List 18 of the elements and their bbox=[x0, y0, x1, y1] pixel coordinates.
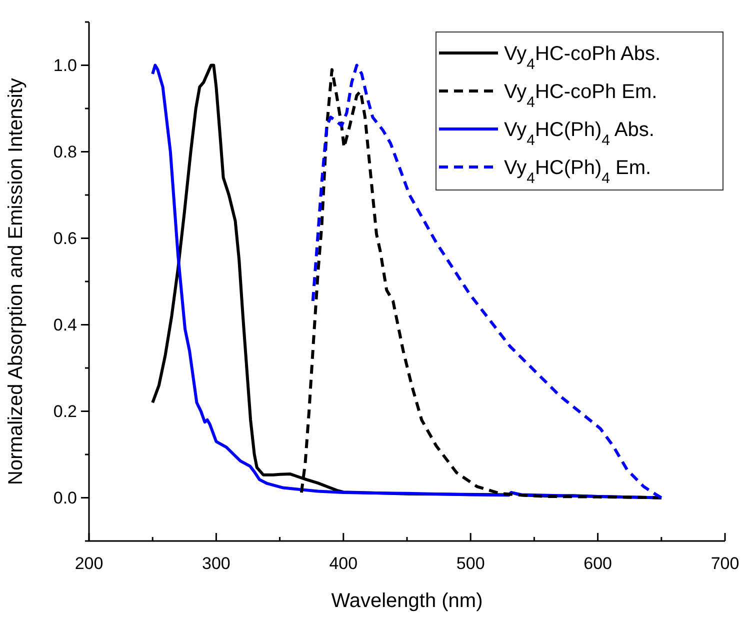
x-tick-label: 500 bbox=[456, 554, 485, 573]
y-tick-label: 0.8 bbox=[53, 142, 77, 162]
y-axis-title: Normalized Absorption and Emission Intensity bbox=[5, 78, 27, 485]
legend-label: Vy$_{4}$HC(Ph)$_{4}$ Abs. bbox=[504, 119, 654, 148]
y-tick-label: 0.2 bbox=[53, 402, 77, 422]
legend-label: Vy$_{4}$HC(Ph)$_{4}$ Em. bbox=[504, 157, 652, 186]
x-tick-label: 600 bbox=[584, 554, 612, 573]
y-tick-label: 0.4 bbox=[53, 316, 77, 335]
y-tick-label: 0.0 bbox=[53, 488, 77, 508]
x-tick-label: 700 bbox=[710, 554, 740, 573]
x-axis-title: Wavelength (nm) bbox=[331, 590, 483, 612]
x-tick-label: 200 bbox=[74, 554, 104, 573]
y-tick-label: 0.6 bbox=[53, 229, 77, 248]
legend-label: Vy$_{4}$HC-coPh Abs. bbox=[504, 43, 661, 72]
legend-label: Vy$_{4}$HC-coPh Em. bbox=[504, 81, 658, 110]
x-tick-label: 300 bbox=[202, 554, 230, 573]
x-tick-label: 400 bbox=[329, 554, 358, 573]
y-tick-label: 1.0 bbox=[53, 56, 77, 76]
